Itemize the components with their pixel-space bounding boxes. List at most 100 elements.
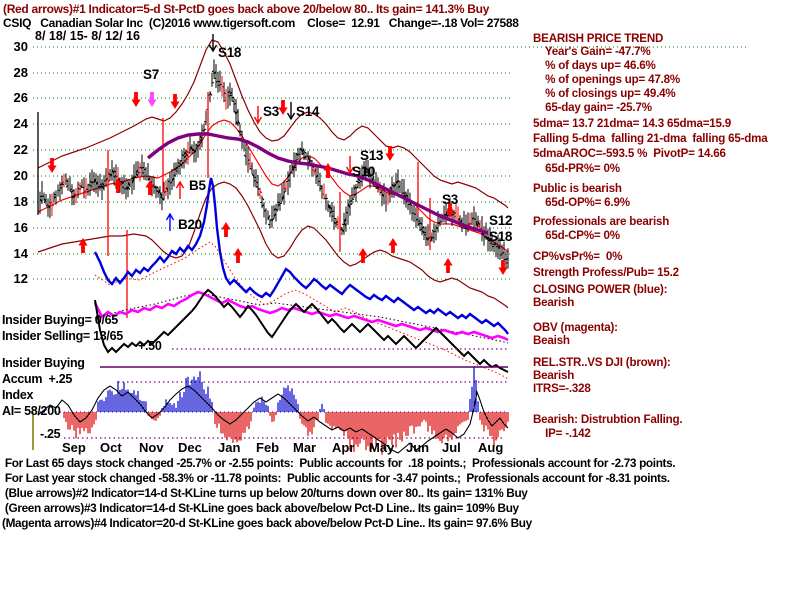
buy-arrow-icon <box>388 238 398 253</box>
chart-segment <box>467 222 471 227</box>
chart-segment <box>395 179 399 185</box>
chart-segment <box>259 201 263 204</box>
chart-segment <box>93 178 97 181</box>
buy-arrow-icon <box>145 180 155 195</box>
chart-segment <box>171 177 175 182</box>
chart-segment <box>377 185 381 190</box>
buy-arrow-icon <box>113 178 123 193</box>
analysis-line: OBV (magenta): <box>533 321 618 334</box>
chart-segment <box>127 181 131 187</box>
chart-segment <box>135 169 139 174</box>
chart-segment <box>319 185 323 187</box>
chart-segment <box>271 217 275 222</box>
chart-segment <box>203 120 207 123</box>
chart-segment <box>429 237 433 243</box>
chart-segment <box>417 222 421 226</box>
chart-segment <box>347 202 351 209</box>
buy-arrow-icon <box>78 238 88 253</box>
analysis-line: 5dma= 13.7 21dma= 14.3 65dma=15.9 <box>533 117 732 130</box>
chart-segment <box>415 218 419 221</box>
month-tick: Jun <box>406 440 430 455</box>
chart-segment <box>407 203 411 206</box>
chart-segment <box>191 148 195 152</box>
analysis-line: % of days up= 46.6% <box>533 59 656 72</box>
chart-segment <box>251 173 255 178</box>
chart-segment <box>319 187 323 190</box>
chart-segment <box>435 226 439 230</box>
chart-segment <box>77 184 81 186</box>
chart-segment <box>235 120 239 126</box>
analysis-line: Public is bearish <box>533 182 622 195</box>
chart-segment <box>147 178 151 181</box>
insider-label: +.50 <box>138 339 162 353</box>
chart-segment <box>329 205 333 211</box>
chart-segment <box>119 180 123 183</box>
chart-segment <box>355 180 359 183</box>
chart-segment <box>143 168 147 171</box>
chart-segment <box>153 186 157 189</box>
chart-segment <box>135 173 139 177</box>
sell-arrow-icon <box>131 92 141 107</box>
chart-segment <box>431 236 435 239</box>
price-tick: 26 <box>13 90 28 105</box>
chart-segment <box>307 161 311 164</box>
chart-segment <box>131 176 135 180</box>
chart-segment <box>477 224 481 228</box>
chart-segment <box>115 175 119 179</box>
analysis-line: % of closings up= 49.4% <box>533 87 676 100</box>
insider-label: Accum +.25 <box>2 372 73 386</box>
chart-segment <box>283 190 287 194</box>
chart-segment <box>299 147 303 152</box>
chart-segment <box>459 219 463 224</box>
signal-label: S7 <box>143 67 159 82</box>
chart-segment <box>183 151 187 155</box>
chart-segment <box>403 192 407 194</box>
insider-label: Index <box>2 388 34 402</box>
chart-segment <box>227 90 231 94</box>
chart-segment <box>267 214 271 221</box>
chart-segment <box>375 186 379 190</box>
signal-label: S13 <box>360 148 384 163</box>
signal-label: S3 <box>442 192 458 207</box>
chart-segment <box>351 197 355 201</box>
chart-segment <box>309 159 313 163</box>
insider-label: -.25 <box>40 427 61 441</box>
chart-segment <box>189 146 193 149</box>
signal-label: S18 <box>218 45 242 60</box>
analysis-line: Bearish <box>533 369 575 382</box>
chart-segment <box>189 147 193 151</box>
chart-segment <box>85 188 89 191</box>
chart-segment <box>329 210 333 214</box>
chart-segment <box>43 198 47 201</box>
analysis-line: ITRS=-.328 <box>533 382 591 395</box>
chart-segment <box>339 228 343 231</box>
chart-segment <box>215 80 219 83</box>
buy-arrow-icon <box>175 180 185 189</box>
chart-segment <box>441 215 445 218</box>
signal-label: B20 <box>178 217 202 232</box>
chart-segment <box>287 173 291 178</box>
chart-segment <box>387 192 391 196</box>
analysis-line: CLOSING POWER (blue): <box>533 283 668 296</box>
chart-segment <box>445 212 449 215</box>
chart-segment <box>313 168 317 174</box>
chart-line <box>93 290 509 342</box>
chart-segment <box>273 207 277 211</box>
chart-segment <box>93 179 97 184</box>
chart-segment <box>315 174 319 178</box>
chart-segment <box>235 110 239 115</box>
analysis-line: BEARISH PRICE TREND <box>533 32 664 45</box>
chart-segment <box>457 217 461 222</box>
chart-segment <box>231 96 235 99</box>
chart-segment <box>223 92 227 95</box>
chart-segment <box>295 159 299 161</box>
chart-segment <box>475 221 479 228</box>
chart-segment <box>403 194 407 198</box>
chart-segment <box>445 213 449 218</box>
chart-segment <box>197 141 201 143</box>
chart-segment <box>323 197 327 200</box>
date-range: 8/ 18/ 15- 8/ 12/ 16 <box>35 29 140 43</box>
chart-segment <box>61 181 65 184</box>
chart-segment <box>121 186 125 189</box>
insider-label: Insider Selling= 13/65 <box>2 329 123 343</box>
